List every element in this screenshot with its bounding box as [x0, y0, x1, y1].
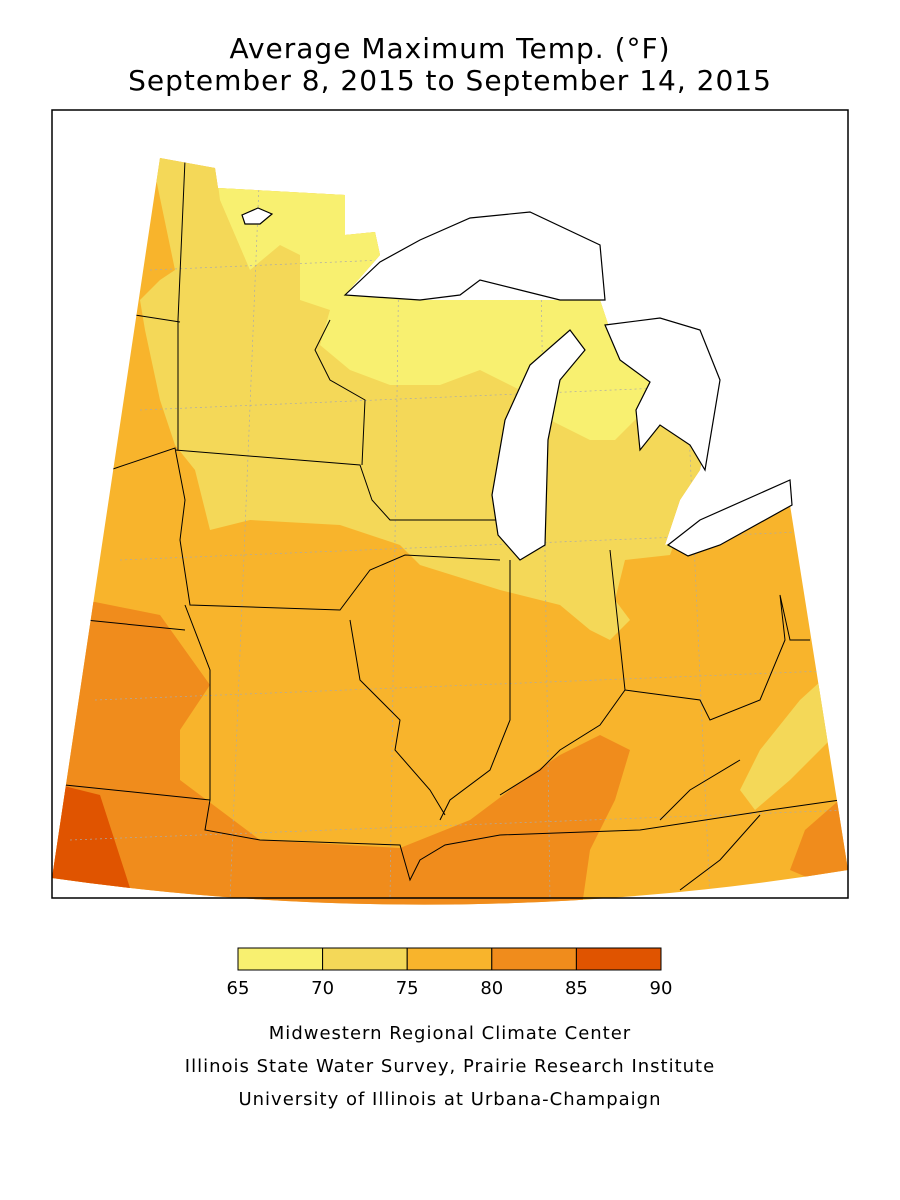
legend-swatch	[406, 947, 493, 971]
legend-swatch	[575, 947, 662, 971]
legend-tick-label: 70	[311, 978, 334, 999]
legend-tick-label: 85	[565, 978, 588, 999]
temperature-region	[740, 680, 830, 810]
lake-huron	[604, 317, 721, 472]
legend: 65 70 75 80 85 90	[227, 947, 673, 999]
credit: Illinois State Water Survey, Prairie Res…	[185, 1056, 715, 1077]
legend-tick-label: 65	[227, 978, 250, 999]
lake-of-the-woods	[241, 207, 274, 225]
legend-swatch	[237, 947, 324, 971]
credit: University of Illinois at Urbana-Champai…	[238, 1089, 661, 1110]
legend-swatch	[491, 947, 577, 971]
legend-tick-label: 75	[396, 978, 419, 999]
lake-erie	[666, 479, 793, 557]
map-subtitle: September 8, 2015 to September 14, 2015	[128, 64, 772, 97]
legend-swatch	[322, 947, 408, 971]
lake-michigan	[491, 329, 586, 561]
map-frame	[51, 109, 849, 899]
temperature-region	[52, 600, 630, 905]
map	[51, 109, 849, 905]
lake-superior	[343, 211, 606, 301]
legend-tick-label: 80	[480, 978, 503, 999]
legend-tick-label: 90	[650, 978, 673, 999]
credit: Midwestern Regional Climate Center	[269, 1023, 631, 1044]
map-title: Average Maximum Temp. (°F)	[229, 32, 670, 65]
